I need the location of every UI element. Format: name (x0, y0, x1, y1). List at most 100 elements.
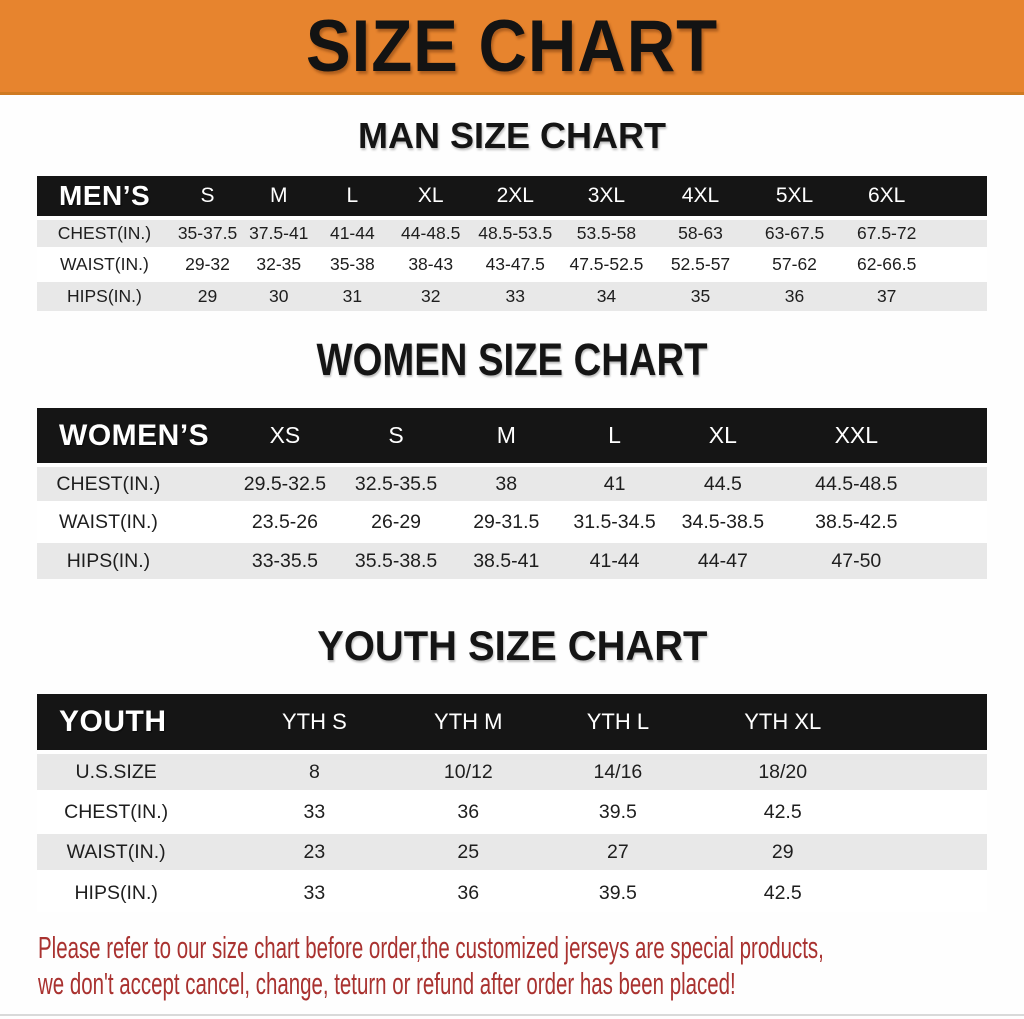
table-cell: 37.5-41 (243, 216, 315, 249)
table-cell: 35-38 (314, 247, 391, 280)
table-cell: 44.5-48.5 (777, 463, 936, 503)
men-size-table: MEN’S S M L XL 2XL 3XL 4XL 5XL 6XL CHEST(IN.) 35-… (37, 176, 987, 311)
youth-table-body: U.S.SIZE 8 10/12 14/16 18/20 CHEST(IN.) 33 36 39… (37, 750, 987, 912)
table-row: HIPS(IN.) 33 36 39.5 42.5 (37, 870, 987, 912)
size-chart-banner: SIZE CHART (0, 0, 1024, 95)
youth-header-row: YOUTH YTH S YTH M YTH L YTH XL (37, 694, 987, 752)
table-cell: 41-44 (560, 539, 669, 579)
size-column-header: YTH XL (687, 694, 878, 752)
table-cell: 32.5-35.5 (340, 463, 453, 503)
spacer-cell (877, 790, 987, 832)
women-section: WOMEN SIZE CHART WOMEN’S XS S M L XL XXL CHES… (0, 311, 1024, 579)
spacer-cell (931, 176, 987, 218)
disclaimer-text: Please refer to our size chart before or… (38, 930, 824, 1002)
size-column-header: XL (668, 408, 778, 465)
table-cell: 32 (390, 278, 472, 311)
table-cell: 57-62 (747, 247, 842, 280)
size-column-header: 3XL (559, 176, 654, 218)
table-cell: 36 (388, 870, 549, 912)
table-cell: 14/16 (548, 750, 688, 792)
table-row: U.S.SIZE 8 10/12 14/16 18/20 (37, 750, 987, 792)
men-heading-wrap: MAN SIZE CHART (0, 95, 1024, 176)
table-cell: 47.5-52.5 (559, 247, 654, 280)
table-cell: 23.5-26 (229, 501, 341, 541)
table-cell: 44-47 (668, 539, 778, 579)
women-size-table: WOMEN’S XS S M L XL XXL CHEST(IN.) 29.5-32.5 32… (37, 408, 987, 579)
spacer-cell (877, 870, 987, 912)
youth-size-table: YOUTH YTH S YTH M YTH L YTH XL U.S.SIZE 8 10/… (37, 694, 987, 912)
size-column-header: S (340, 408, 453, 465)
table-cell: 32-35 (243, 247, 315, 280)
row-label: CHEST(IN.) (37, 463, 230, 503)
size-column-header: YTH S (240, 694, 389, 752)
table-cell: 44.5 (668, 463, 778, 503)
disclaimer-line-1: Please refer to our size chart before or… (38, 930, 824, 965)
table-cell: 39.5 (548, 790, 688, 832)
row-label: CHEST(IN.) (37, 216, 172, 249)
table-cell: 48.5-53.5 (471, 216, 560, 249)
table-cell: 29 (687, 830, 878, 872)
table-cell: 35.5-38.5 (340, 539, 453, 579)
size-column-header: YTH M (388, 694, 549, 752)
table-cell: 62-66.5 (841, 247, 932, 280)
men-header-row: MEN’S S M L XL 2XL 3XL 4XL 5XL 6XL (37, 176, 987, 218)
size-column-header: 4XL (653, 176, 748, 218)
table-cell: 23 (240, 830, 389, 872)
youth-category-header: YOUTH (37, 694, 241, 752)
table-cell: 38.5-41 (452, 539, 561, 579)
table-cell: 30 (243, 278, 315, 311)
table-cell: 29.5-32.5 (229, 463, 341, 503)
size-column-header: 5XL (747, 176, 842, 218)
youth-section-heading: YOUTH SIZE CHART (316, 621, 708, 669)
spacer-cell (931, 247, 987, 280)
table-cell: 41 (560, 463, 669, 503)
table-cell: 47-50 (777, 539, 936, 579)
table-cell: 10/12 (388, 750, 549, 792)
row-label: HIPS(IN.) (37, 870, 241, 912)
size-column-header: L (314, 176, 391, 218)
men-category-header: MEN’S (37, 176, 172, 218)
table-cell: 39.5 (548, 870, 688, 912)
table-cell: 31.5-34.5 (560, 501, 669, 541)
table-cell: 18/20 (687, 750, 878, 792)
row-label: WAIST(IN.) (37, 501, 230, 541)
size-column-header: M (243, 176, 315, 218)
table-cell: 8 (240, 750, 389, 792)
spacer-cell (877, 694, 987, 752)
row-label: HIPS(IN.) (37, 539, 230, 579)
youth-heading-wrap: YOUTH SIZE CHART (0, 579, 1024, 694)
table-cell: 38 (452, 463, 561, 503)
size-column-header: S (171, 176, 244, 218)
table-cell: 37 (841, 278, 932, 311)
row-label: WAIST(IN.) (37, 830, 241, 872)
table-cell: 29-32 (171, 247, 244, 280)
table-cell: 44-48.5 (390, 216, 472, 249)
table-row: WAIST(IN.) 29-32 32-35 35-38 38-43 43-47.5 47.… (37, 247, 987, 280)
table-cell: 38-43 (390, 247, 472, 280)
table-cell: 58-63 (653, 216, 748, 249)
table-cell: 33 (240, 790, 389, 832)
row-label: WAIST(IN.) (37, 247, 172, 280)
table-cell: 25 (388, 830, 549, 872)
table-cell: 33 (240, 870, 389, 912)
disclaimer-line-2: we don't accept cancel, change, teturn o… (38, 966, 736, 1001)
table-row: HIPS(IN.) 33-35.5 35.5-38.5 38.5-41 41-44 44-… (37, 539, 987, 579)
size-column-header: XL (390, 176, 472, 218)
men-section-heading: MAN SIZE CHART (358, 114, 666, 156)
table-cell: 33-35.5 (229, 539, 341, 579)
spacer-cell (931, 278, 987, 311)
women-category-header: WOMEN’S (37, 408, 230, 465)
bottom-divider (0, 1014, 1024, 1016)
table-cell: 29-31.5 (452, 501, 561, 541)
table-cell: 31 (314, 278, 391, 311)
men-table-header: MEN’S S M L XL 2XL 3XL 4XL 5XL 6XL (37, 176, 987, 218)
spacer-cell (935, 408, 987, 465)
women-table-header: WOMEN’S XS S M L XL XXL (37, 408, 987, 465)
table-row: CHEST(IN.) 29.5-32.5 32.5-35.5 38 41 44.5 44.5… (37, 463, 987, 503)
row-label: CHEST(IN.) (37, 790, 241, 832)
spacer-cell (877, 830, 987, 872)
table-cell: 63-67.5 (747, 216, 842, 249)
spacer-cell (935, 463, 987, 503)
table-row: WAIST(IN.) 23.5-26 26-29 29-31.5 31.5-34.5 34… (37, 501, 987, 541)
table-cell: 35-37.5 (171, 216, 244, 249)
